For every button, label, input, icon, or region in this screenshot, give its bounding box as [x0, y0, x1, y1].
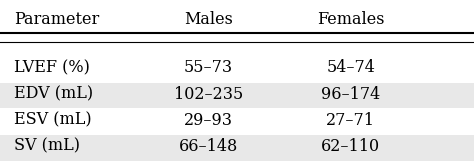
Text: 96–174: 96–174	[321, 86, 380, 103]
Text: EDV (mL): EDV (mL)	[14, 86, 93, 103]
Bar	[0, 83, 474, 108]
Text: LVEF (%): LVEF (%)	[14, 59, 90, 76]
Text: Females: Females	[317, 11, 384, 28]
Text: Parameter: Parameter	[14, 11, 100, 28]
Text: 29–93: 29–93	[184, 112, 233, 129]
Text: 54–74: 54–74	[326, 59, 375, 76]
Text: Males: Males	[184, 11, 233, 28]
Text: SV (mL): SV (mL)	[14, 138, 80, 155]
Text: 102–235: 102–235	[174, 86, 243, 103]
Text: 66–148: 66–148	[179, 138, 238, 155]
Text: 62–110: 62–110	[321, 138, 380, 155]
Text: 55–73: 55–73	[184, 59, 233, 76]
Text: 27–71: 27–71	[326, 112, 375, 129]
Text: ESV (mL): ESV (mL)	[14, 112, 92, 129]
Bar	[0, 135, 474, 161]
